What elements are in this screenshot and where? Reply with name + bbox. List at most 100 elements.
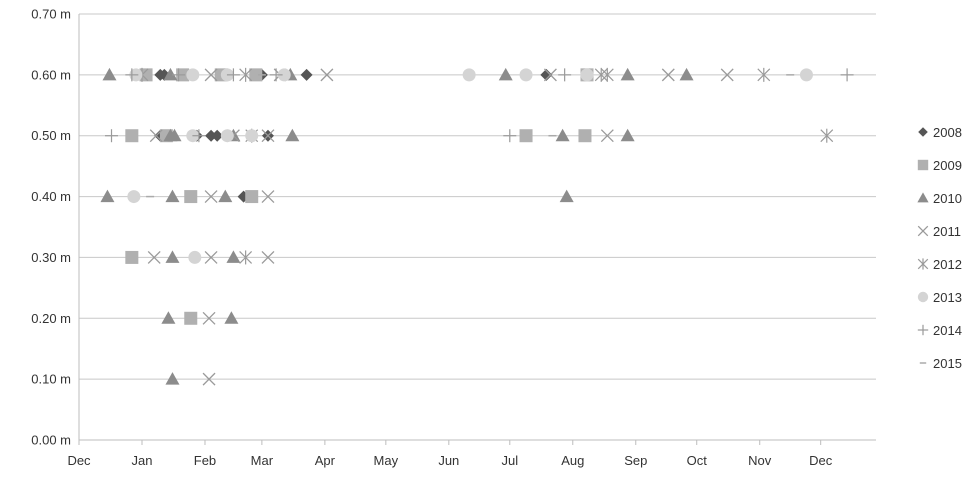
data-point-2012 (757, 67, 771, 82)
legend-item-2009: 2009 (917, 158, 962, 173)
y-tick-label: 0.70 m (31, 7, 71, 22)
data-point-2009 (139, 68, 153, 82)
data-point-2011 (202, 372, 216, 386)
x-tick-label: May (374, 453, 399, 468)
data-point-2011 (204, 190, 218, 204)
series-2014 (105, 68, 854, 143)
data-point-2013 (462, 68, 476, 82)
data-point-2013 (799, 68, 813, 82)
data-point-2014 (172, 68, 186, 82)
data-point-2010 (226, 250, 241, 263)
data-point-2014 (192, 129, 206, 143)
legend-marker-plus-icon (917, 324, 929, 336)
legend-item-2015: 2015 (919, 356, 962, 371)
y-tick-label: 0.60 m (31, 67, 71, 82)
x-tick-label: Apr (315, 453, 336, 468)
data-point-2014 (105, 129, 119, 143)
data-point-2010 (620, 128, 635, 142)
data-point-2013 (220, 129, 234, 143)
series-2013 (127, 68, 813, 264)
data-point-2014 (840, 68, 854, 82)
y-axis-tick-labels: 0.00 m 0.10 m 0.20 m 0.30 m 0.40 m 0.50 m 0.60… (31, 7, 71, 448)
data-point-2009 (245, 190, 259, 204)
data-point-2012 (594, 67, 608, 82)
y-tick-label: 0.50 m (31, 128, 71, 143)
x-tick-label: Sep (624, 453, 647, 468)
y-tick-label: 0.30 m (31, 250, 71, 265)
legend-label: 2015 (933, 356, 962, 371)
data-point-2009 (184, 311, 198, 325)
data-point-2013 (277, 68, 291, 82)
gridlines (78, 13, 876, 441)
legend-item-2014: 2014 (917, 323, 962, 338)
data-point-2013 (127, 190, 141, 204)
legend: 2008 2009 2010 2011 2012 2013 2014 2015 (917, 125, 962, 371)
data-point-2008 (205, 129, 218, 142)
data-point-2012 (820, 128, 834, 143)
legend-marker-square-icon (917, 159, 929, 171)
data-point-2010 (167, 128, 182, 142)
data-point-2010 (498, 67, 513, 81)
data-point-2011 (147, 250, 161, 264)
x-tick-label: Nov (748, 453, 772, 468)
data-point-2011 (661, 68, 675, 82)
data-point-2010 (555, 128, 570, 142)
series-2009 (125, 68, 594, 325)
legend-label: 2010 (933, 191, 962, 206)
legend-label: 2012 (933, 257, 962, 272)
data-point-2014 (125, 68, 139, 82)
x-tick-label: Dec (67, 453, 91, 468)
data-point-2010 (620, 67, 635, 81)
y-tick-label: 0.40 m (31, 189, 71, 204)
data-point-2011 (204, 250, 218, 264)
data-point-2011 (261, 250, 275, 264)
legend-item-2008: 2008 (918, 125, 962, 140)
legend-marker-asterisk-icon (917, 258, 929, 270)
y-tick-label: 0.10 m (31, 372, 71, 387)
legend-label: 2014 (933, 323, 962, 338)
data-point-2012 (600, 67, 614, 82)
x-tick-label: Mar (251, 453, 274, 468)
data-point-2011 (261, 129, 275, 143)
data-point-2009 (184, 190, 198, 204)
data-point-2012 (239, 250, 253, 265)
data-point-2014 (503, 129, 517, 143)
data-point-2010 (224, 311, 239, 324)
x-axis-tick-labels: Dec Jan Feb Mar Apr May Jun Jul Aug Sep Oct Nov Dec (67, 440, 833, 468)
data-point-2010 (679, 67, 694, 81)
x-tick-label: Oct (687, 453, 708, 468)
data-point-2013 (186, 68, 200, 82)
data-point-2013 (245, 129, 259, 143)
legend-label: 2013 (933, 290, 962, 305)
data-point-2011 (720, 68, 734, 82)
y-tick-label: 0.00 m (31, 433, 71, 448)
data-points (100, 67, 854, 386)
data-point-2011 (600, 129, 614, 143)
data-point-2014 (226, 68, 240, 82)
data-point-2014 (558, 68, 572, 82)
x-tick-label: Jun (438, 453, 459, 468)
series-2010 (100, 67, 694, 385)
legend-label: 2008 (933, 125, 962, 140)
legend-label: 2011 (933, 224, 961, 239)
legend-marker-triangle-icon (917, 192, 929, 203)
legend-item-2011: 2011 (917, 224, 961, 239)
data-point-2013 (188, 250, 202, 264)
data-point-2010 (163, 67, 178, 81)
x-tick-label: Jan (132, 453, 153, 468)
data-point-2010 (161, 311, 176, 324)
legend-label: 2009 (933, 158, 962, 173)
data-point-2011 (202, 311, 216, 325)
data-point-2012 (239, 67, 253, 82)
series-2015 (146, 74, 795, 198)
x-tick-label: Aug (561, 453, 584, 468)
data-point-2010 (559, 189, 574, 203)
legend-marker-diamond-icon (918, 127, 928, 137)
legend-marker-x-icon (917, 225, 929, 237)
legend-item-2010: 2010 (917, 191, 962, 206)
y-tick-label: 0.20 m (31, 311, 71, 326)
data-point-2011 (261, 190, 275, 204)
series-2012 (135, 67, 834, 265)
data-point-2010 (102, 67, 117, 81)
